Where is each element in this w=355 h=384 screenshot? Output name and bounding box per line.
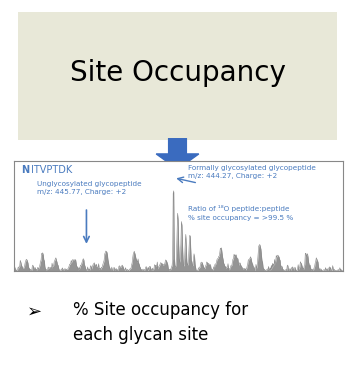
Text: Formally glycosylated glycopeptide
m/z: 444.27, Charge: +2: Formally glycosylated glycopeptide m/z: … (188, 165, 316, 179)
Text: Unglycosylated glycopeptide
m/z: 445.77, Charge: +2: Unglycosylated glycopeptide m/z: 445.77,… (37, 181, 142, 195)
Text: % Site occupancy for
each glycan site: % Site occupancy for each glycan site (73, 301, 248, 344)
Text: N: N (21, 165, 29, 175)
Text: ➢: ➢ (27, 303, 42, 321)
Text: ITVPTDK: ITVPTDK (31, 165, 72, 175)
Text: Site Occupancy: Site Occupancy (70, 59, 285, 87)
FancyBboxPatch shape (0, 4, 355, 148)
FancyArrow shape (156, 138, 199, 169)
Text: Ratio of ¹⁸O peptide:peptide
% site occupancy = >99.5 %: Ratio of ¹⁸O peptide:peptide % site occu… (188, 205, 294, 220)
